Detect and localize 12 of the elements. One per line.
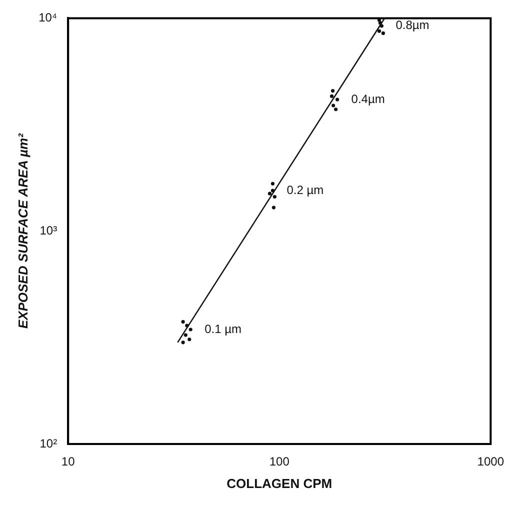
annotation: 0.2 µm (286, 182, 324, 197)
x-axis-title: COLLAGEN CPM (226, 476, 332, 491)
y-tick-label: 10³ (40, 223, 58, 238)
annotation: 0.8µm (396, 18, 430, 32)
annotation: 0.4µm (351, 92, 385, 106)
x-tick-label: 1000 (477, 454, 504, 469)
x-tick-label: 10 (61, 454, 76, 469)
y-tick-label: 10² (40, 436, 58, 450)
x-tick-label: 100 (269, 454, 290, 469)
y-axis-title: EXPOSED SURFACE AREA µm² (15, 132, 30, 329)
y-tick-label: 10⁴ (38, 10, 58, 25)
annotation: 0.1 µm (204, 322, 242, 336)
